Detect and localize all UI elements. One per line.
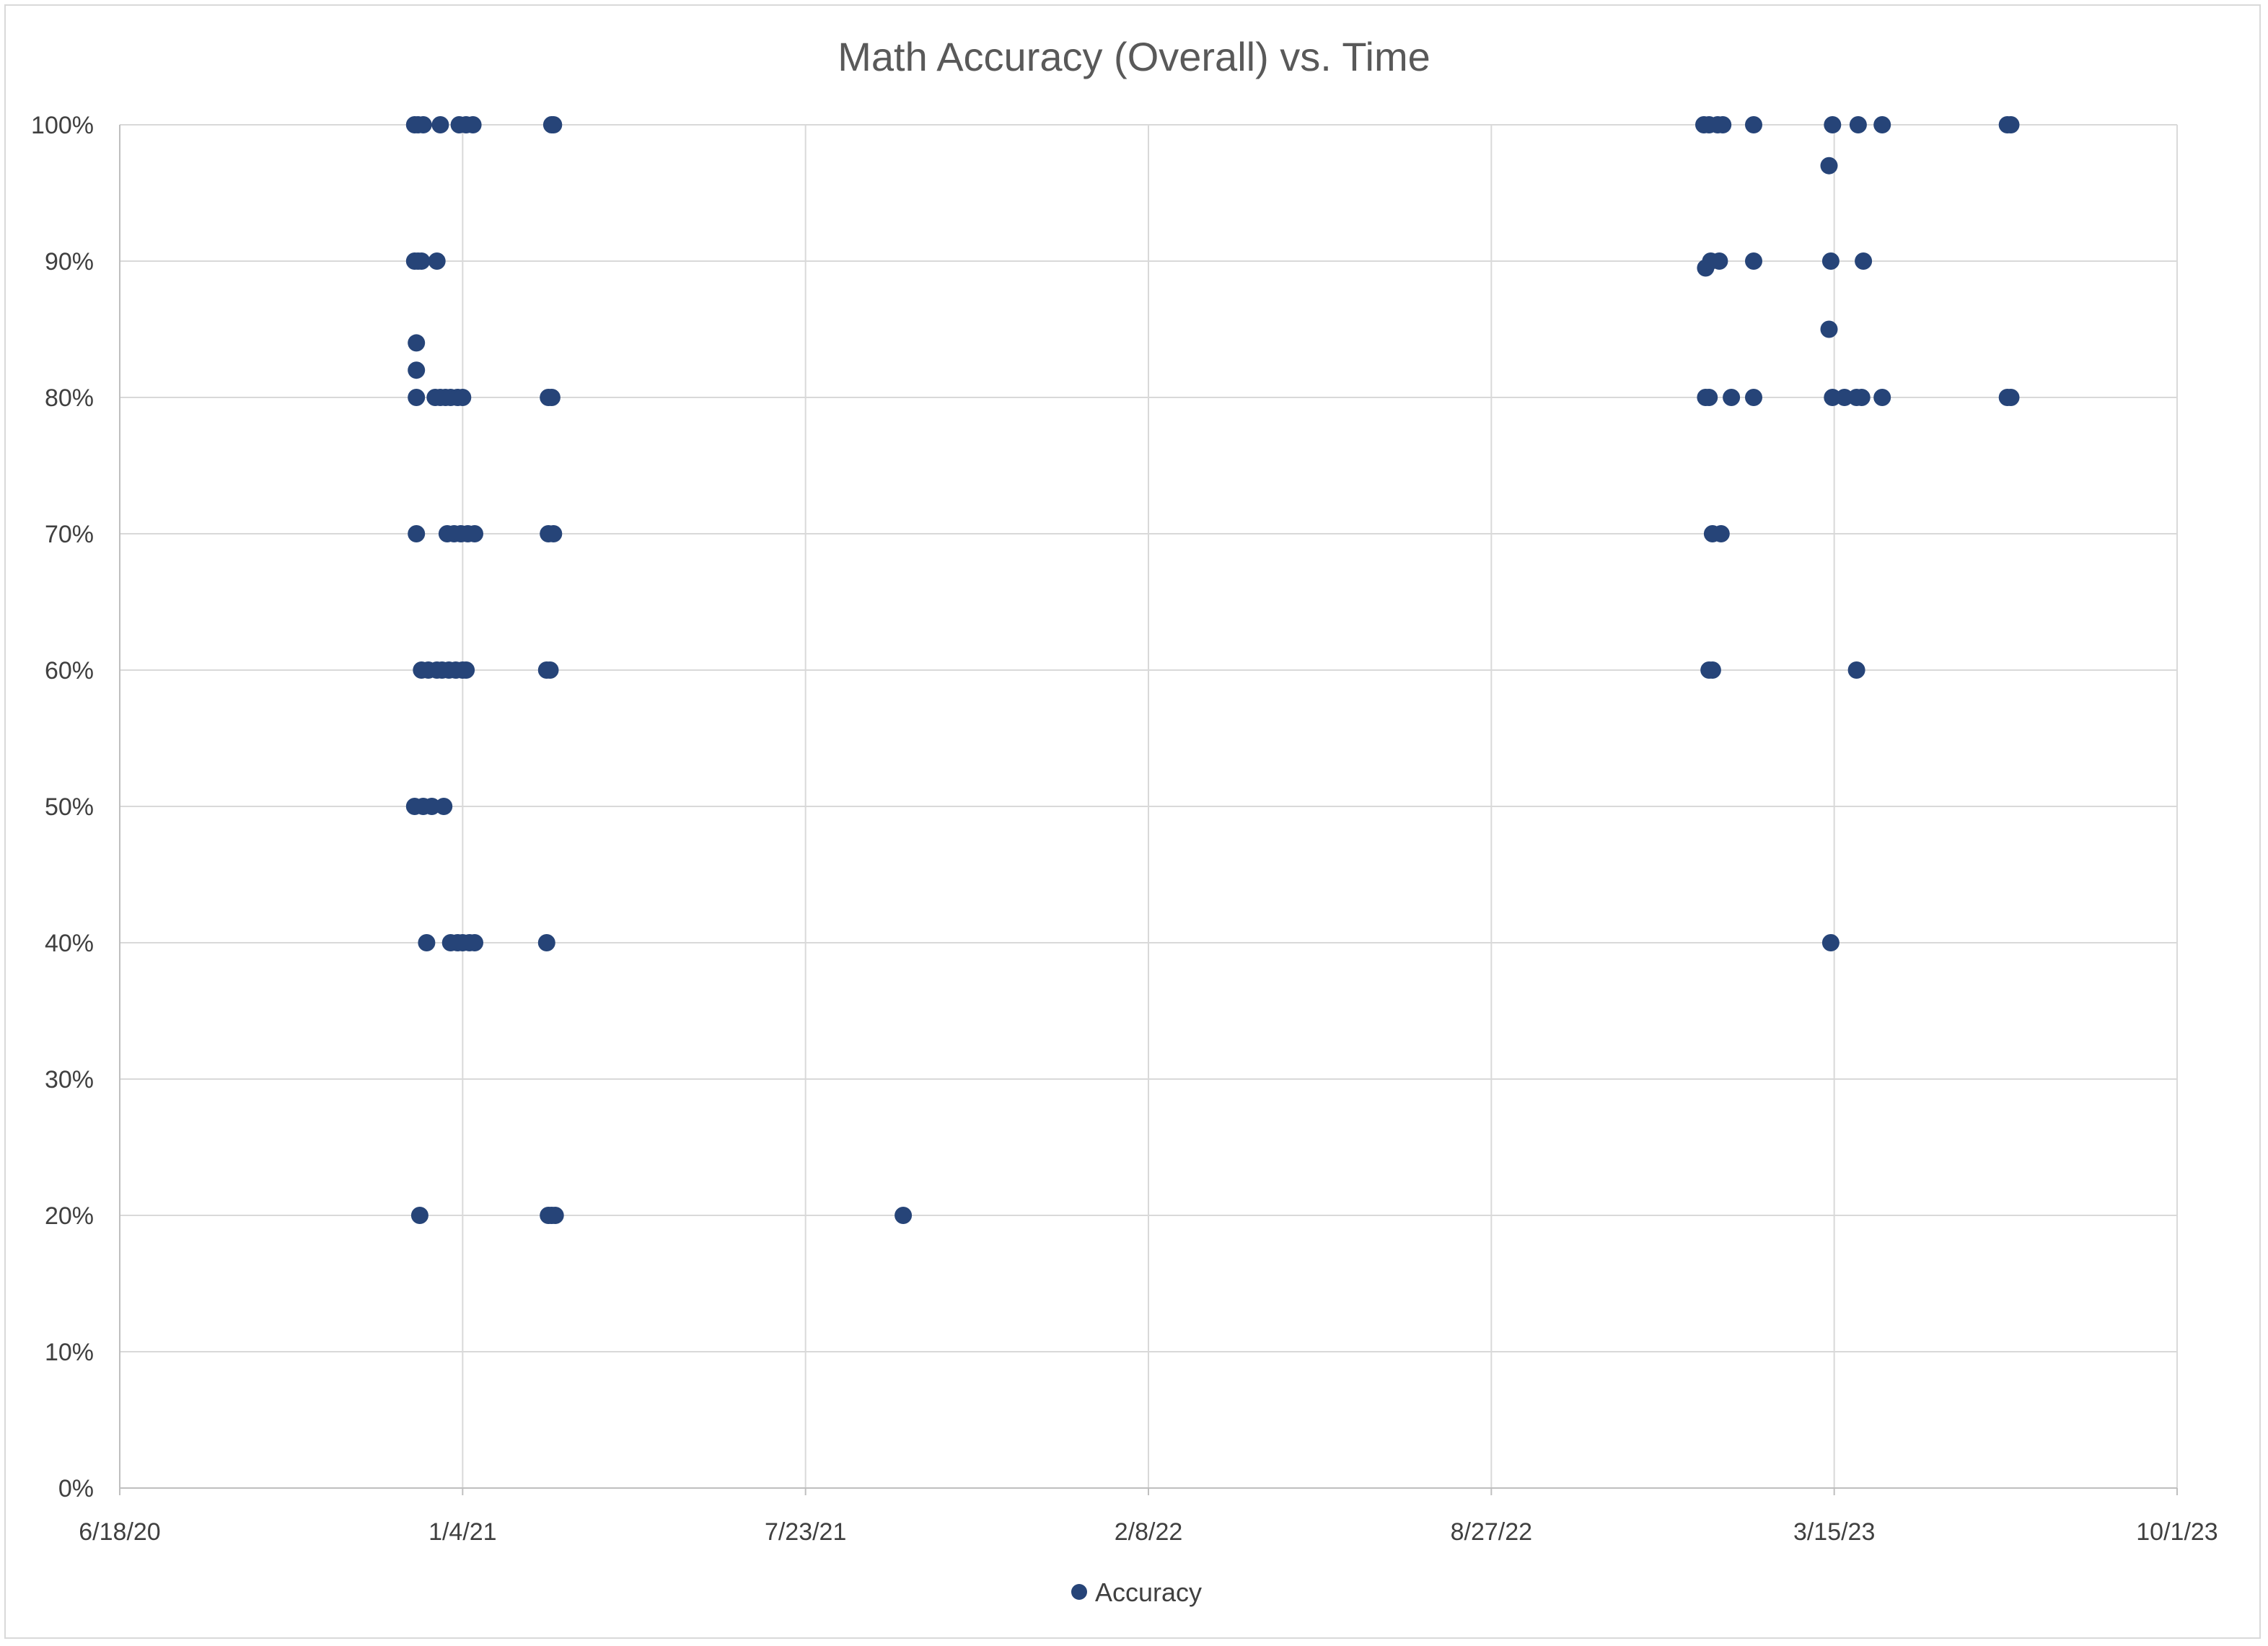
y-tick-label: 60%	[45, 657, 94, 685]
data-point	[1703, 661, 1721, 679]
data-point	[546, 1207, 564, 1224]
y-tick-label: 20%	[45, 1202, 94, 1230]
data-point	[1745, 389, 1762, 406]
data-point	[545, 116, 563, 133]
data-point	[1700, 389, 1718, 406]
data-point	[408, 525, 426, 542]
data-point	[1855, 252, 1873, 270]
x-tick-label: 1/4/21	[428, 1518, 497, 1546]
data-point	[1824, 389, 1842, 406]
data-point	[414, 116, 432, 133]
y-tick-label: 80%	[45, 384, 94, 412]
data-point	[1852, 389, 1871, 406]
data-point	[423, 798, 441, 815]
legend-marker-icon	[1071, 1584, 1087, 1600]
legend: Accuracy	[1071, 1577, 1202, 1607]
data-point	[1847, 661, 1865, 679]
x-tick-label: 7/23/21	[765, 1518, 846, 1546]
data-point	[418, 934, 436, 951]
data-point	[454, 389, 472, 406]
data-point	[1873, 389, 1891, 406]
data-point	[1820, 157, 1838, 175]
data-point	[1821, 252, 1840, 270]
x-tick-label: 3/15/23	[1793, 1518, 1875, 1546]
x-tick-label: 10/1/23	[2136, 1518, 2218, 1546]
y-tick-label: 0%	[58, 1475, 94, 1502]
axes	[119, 125, 2178, 1495]
data-point	[537, 934, 555, 951]
data-point	[457, 661, 475, 679]
data-point	[1745, 116, 1762, 133]
x-axis-tick-labels: 6/18/20 1/4/21 7/23/21 2/8/22 8/27/22 3/15/23…	[79, 1518, 2218, 1546]
data-point	[2002, 116, 2020, 133]
data-point	[1835, 389, 1853, 406]
data-point	[408, 389, 426, 406]
data-point	[1710, 252, 1728, 270]
y-tick-label: 30%	[45, 1066, 94, 1093]
legend-label-accuracy: Accuracy	[1095, 1577, 1202, 1607]
data-point	[1723, 389, 1741, 406]
data-point	[1712, 525, 1730, 542]
data-point	[466, 525, 483, 542]
data-point	[1849, 116, 1867, 133]
y-tick-label: 90%	[45, 248, 94, 276]
data-point	[1824, 116, 1842, 133]
x-tick-label: 6/18/20	[79, 1518, 160, 1546]
y-tick-label: 70%	[45, 521, 94, 548]
data-point	[541, 661, 559, 679]
data-point	[464, 116, 482, 133]
x-tick-label: 2/8/22	[1115, 1518, 1183, 1546]
x-tick-label: 8/27/22	[1451, 1518, 1532, 1546]
data-point	[413, 252, 431, 270]
data-points	[405, 116, 2020, 1224]
data-point	[542, 389, 561, 406]
data-point	[1821, 934, 1840, 951]
y-tick-label: 40%	[45, 930, 94, 957]
data-point	[1820, 320, 1838, 338]
data-point	[545, 525, 563, 542]
y-tick-label: 50%	[45, 793, 94, 821]
y-tick-label: 10%	[45, 1339, 94, 1366]
data-point	[428, 252, 446, 270]
data-point	[408, 361, 426, 379]
data-point	[1745, 252, 1762, 270]
data-point	[2002, 389, 2020, 406]
data-point	[1873, 116, 1891, 133]
data-point	[466, 934, 483, 951]
data-point	[1714, 116, 1732, 133]
data-point	[431, 116, 449, 133]
chart-frame	[4, 4, 2261, 1639]
y-tick-label: 100%	[31, 112, 94, 139]
data-point	[410, 1207, 428, 1224]
data-point	[895, 1207, 913, 1224]
data-point	[408, 334, 426, 352]
data-point	[435, 798, 453, 815]
y-axis-tick-labels: 0% 10% 20% 30% 40% 50% 60% 70% 80% 90% 100%	[31, 112, 94, 1502]
chart-title: Math Accuracy (Overall) vs. Time	[838, 34, 1430, 79]
